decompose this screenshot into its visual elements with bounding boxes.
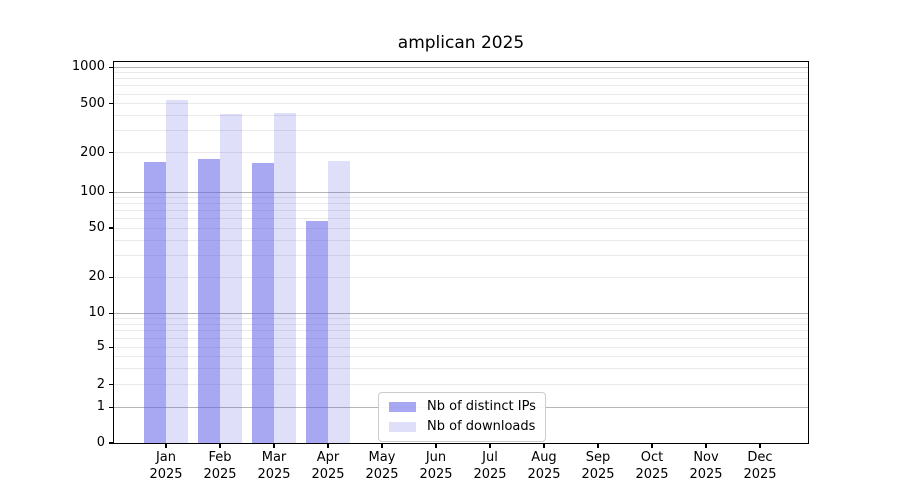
gridlines-layer (114, 62, 808, 443)
minor-gridline (114, 203, 808, 205)
x-tick-label-nov: Nov 2025 (689, 450, 723, 482)
y-tick-label: 2 (96, 376, 105, 392)
x-tick-label-jan: Jan 2025 (149, 450, 183, 482)
x-tick-mark (273, 443, 275, 448)
minor-gridline (114, 72, 808, 74)
minor-gridline (114, 152, 808, 154)
x-tick-label-jun: Jun 2025 (419, 450, 453, 482)
bar-distinct-ips-feb (198, 158, 220, 443)
bar-downloads-jan (166, 99, 188, 443)
y-tick-label: 20 (88, 269, 105, 285)
bar-distinct-ips-apr (306, 221, 328, 443)
minor-gridline (114, 115, 808, 117)
y-tick-label: 100 (80, 184, 105, 200)
y-tick-mark (109, 276, 113, 279)
y-tick-label: 1000 (71, 59, 105, 75)
bar-distinct-ips-mar (252, 162, 274, 443)
x-tick-mark (759, 443, 761, 448)
legend-item-downloads: Nb of downloads (389, 419, 535, 434)
y-tick-label: 50 (88, 220, 105, 235)
y-tick-mark (109, 66, 113, 68)
minor-gridline (114, 355, 808, 357)
y-tick-mark (109, 312, 113, 314)
x-tick-label-feb: Feb 2025 (203, 450, 237, 482)
minor-gridline (114, 317, 808, 319)
major-gridline (114, 66, 808, 68)
x-tick-label-sep: Sep 2025 (581, 450, 615, 482)
y-tick-mark (109, 152, 113, 154)
x-tick-mark (705, 443, 707, 448)
bar-distinct-ips-jan (144, 161, 166, 443)
y-tick-label: 10 (88, 305, 105, 321)
x-tick-mark (543, 443, 545, 448)
y-tick-label: 1 (96, 399, 105, 415)
legend-item-distinct-ips: Nb of distinct IPs (389, 399, 536, 414)
minor-gridline (114, 78, 808, 80)
y-tick-label: 200 (80, 144, 105, 160)
legend-label-downloads: Nb of downloads (427, 419, 536, 434)
x-tick-label-oct: Oct 2025 (635, 450, 669, 482)
minor-gridline (114, 218, 808, 220)
x-tick-mark (165, 443, 167, 448)
x-tick-label-may: May 2025 (365, 450, 399, 482)
x-tick-mark (327, 443, 329, 448)
minor-gridline (114, 93, 808, 95)
minor-gridline (114, 337, 808, 339)
legend-swatch-distinct-ips (389, 401, 416, 412)
x-tick-mark (651, 443, 653, 448)
minor-gridline (114, 330, 808, 332)
y-tick-mark (109, 103, 113, 105)
minor-gridline (114, 130, 808, 132)
minor-gridline (114, 384, 808, 386)
minor-gridline (114, 239, 808, 241)
y-tick-mark (109, 406, 113, 409)
minor-gridline (114, 210, 808, 212)
minor-gridline (114, 255, 808, 257)
major-gridline (114, 312, 808, 314)
y-tick-mark (109, 442, 113, 444)
x-tick-mark (435, 443, 437, 448)
legend: Nb of distinct IPs Nb of downloads (378, 392, 546, 442)
bar-downloads-feb (220, 114, 242, 443)
bars-layer (114, 62, 808, 443)
x-tick-mark (597, 443, 599, 448)
plot-area: Nb of distinct IPs Nb of downloads (113, 61, 809, 444)
legend-label-distinct-ips: Nb of distinct IPs (427, 399, 536, 414)
major-gridline (114, 191, 808, 193)
x-tick-label-jul: Jul 2025 (473, 450, 507, 482)
x-tick-mark (381, 443, 383, 448)
chart-title: amplican 2025 (397, 33, 525, 53)
y-tick-label: 500 (80, 95, 105, 111)
minor-gridline (114, 197, 808, 199)
y-tick-mark (109, 191, 113, 194)
legend-swatch-downloads (389, 421, 416, 432)
x-tick-label-mar: Mar 2025 (257, 450, 291, 482)
y-tick-mark (109, 346, 113, 348)
y-tick-label: 0 (96, 435, 105, 450)
y-tick-label: 5 (96, 339, 105, 355)
bar-downloads-mar (274, 112, 296, 443)
minor-gridline (114, 227, 808, 229)
x-tick-label-aug: Aug 2025 (527, 450, 561, 482)
minor-gridline (114, 276, 808, 278)
y-tick-mark (109, 384, 113, 386)
x-tick-mark (489, 443, 491, 448)
x-tick-mark (219, 443, 221, 448)
x-tick-label-dec: Dec 2025 (743, 450, 777, 482)
x-tick-label-apr: Apr 2025 (311, 450, 345, 482)
minor-gridline (114, 323, 808, 325)
minor-gridline (114, 103, 808, 105)
minor-gridline (114, 367, 808, 369)
y-tick-mark (109, 227, 113, 229)
minor-gridline (114, 85, 808, 87)
bar-downloads-apr (328, 161, 350, 443)
minor-gridline (114, 346, 808, 348)
